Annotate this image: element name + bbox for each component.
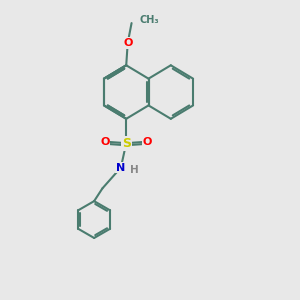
Text: O: O [123,38,132,48]
Text: S: S [122,137,131,150]
Text: O: O [100,137,110,147]
Text: CH₃: CH₃ [139,14,159,25]
Text: O: O [143,137,152,147]
Text: H: H [130,165,139,175]
Text: N: N [116,163,125,172]
